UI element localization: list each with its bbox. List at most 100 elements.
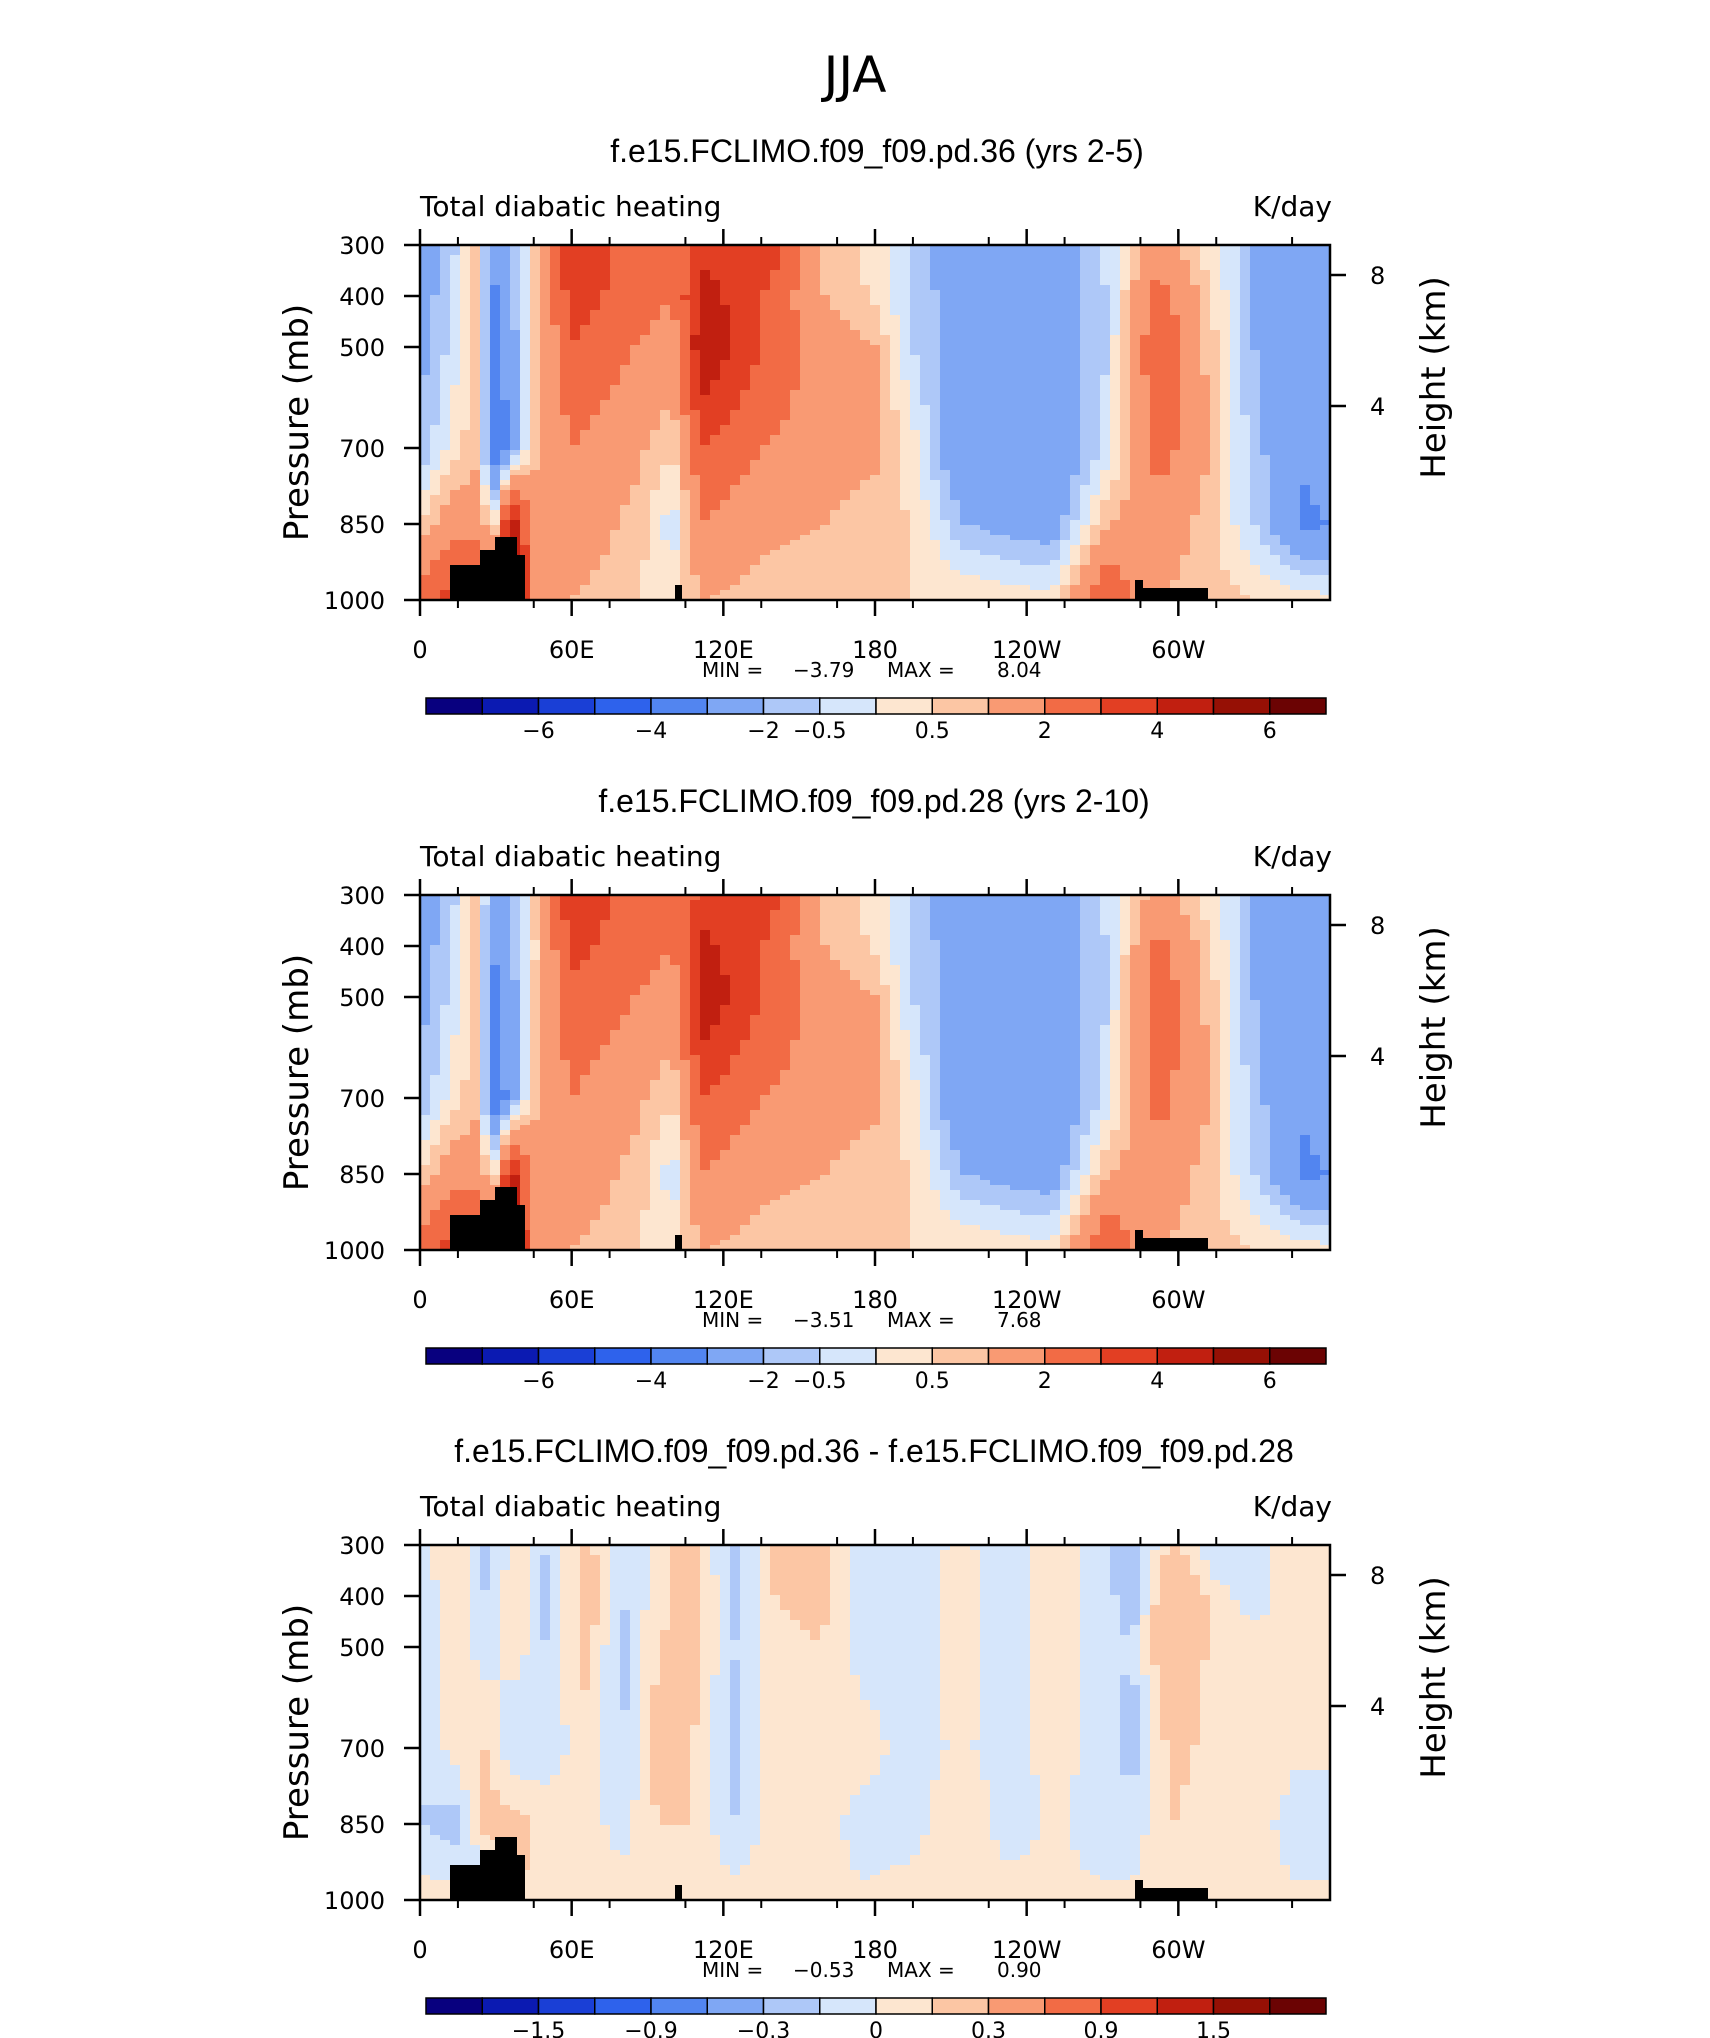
heatmap-cell [460,430,471,436]
heatmap-cell [900,315,911,321]
heatmap-cell [1080,335,1091,341]
heatmap-cell [850,585,861,591]
heatmap-cell [540,350,551,356]
heatmap-cell [860,265,871,271]
heatmap-cell [590,400,601,406]
heatmap-cell [870,505,881,511]
heatmap-cell [430,415,441,421]
heatmap-cell [900,450,911,456]
heatmap-cell [700,470,711,476]
heatmap-cell [500,480,511,486]
heatmap-cell [1060,550,1071,556]
heatmap-cell [760,260,771,266]
heatmap-cell [530,455,541,461]
heatmap-cell [600,280,611,286]
heatmap-cell [730,535,741,541]
heatmap-cell [790,545,801,551]
heatmap-cell [980,555,991,561]
heatmap-cell [910,245,921,251]
heatmap-cell [720,445,731,451]
heatmap-cell [420,330,431,336]
heatmap-cell [720,505,731,511]
heatmap-cell [550,450,561,456]
heatmap-cell [1110,535,1121,541]
heatmap-cell [920,505,931,511]
heatmap-cell [1010,465,1021,471]
heatmap-cell [1020,280,1031,286]
heatmap-cell [1030,360,1041,366]
heatmap-cell [530,460,541,466]
heatmap-cell [810,345,821,351]
heatmap-cell [580,470,591,476]
heatmap-cell [980,270,991,276]
heatmap-cell [920,405,931,411]
heatmap-cell [490,315,501,321]
heatmap-cell [730,525,741,531]
heatmap-cell [980,375,991,381]
heatmap-cell [620,285,631,291]
heatmap-cell [760,315,771,321]
heatmap-cell [720,350,731,356]
heatmap-cell [550,310,561,316]
heatmap-cell [960,285,971,291]
heatmap-cell [740,245,751,251]
heatmap-cell [460,420,471,426]
heatmap-cell [950,565,961,571]
heatmap-cell [940,265,951,271]
heatmap-cell [600,395,611,401]
heatmap-cell [650,345,661,351]
heatmap-cell [730,440,741,446]
heatmap-cell [1020,415,1031,421]
heatmap-cell [760,470,771,476]
heatmap-cell [1100,315,1111,321]
heatmap-cell [1110,580,1121,586]
heatmap-cell [660,275,671,281]
heatmap-cell [580,475,591,481]
heatmap-cell [690,540,701,546]
heatmap-cell [1030,295,1041,301]
heatmap-cell [530,500,541,506]
heatmap-cell [420,395,431,401]
heatmap-cell [820,470,831,476]
heatmap-cell [930,540,941,546]
heatmap-cell [1070,525,1081,531]
heatmap-cell [1090,405,1101,411]
heatmap-cell [800,260,811,266]
heatmap-cell [920,350,931,356]
heatmap-cell [1000,575,1011,581]
heatmap-cell [500,340,511,346]
heatmap-cell [820,380,831,386]
heatmap-cell [750,255,761,261]
heatmap-cell [1120,245,1131,251]
heatmap-cell [510,480,521,486]
heatmap-cell [1030,420,1041,426]
heatmap-cell [950,475,961,481]
heatmap-cell [1100,300,1111,306]
heatmap-cell [510,310,521,316]
heatmap-cell [1060,545,1071,551]
heatmap-cell [720,425,731,431]
heatmap-cell [690,425,701,431]
heatmap-cell [790,485,801,491]
heatmap-cell [970,435,981,441]
heatmap-cell [930,565,941,571]
heatmap-cell [750,545,761,551]
heatmap-cell [970,400,981,406]
heatmap-cell [520,490,531,496]
heatmap-cell [520,575,531,581]
heatmap-cell [850,560,861,566]
heatmap-cell [870,315,881,321]
heatmap-cell [880,385,891,391]
heatmap-cell [1010,500,1021,506]
heatmap-cell [840,430,851,436]
heatmap-cell [600,405,611,411]
heatmap-cell [550,515,561,521]
heatmap-cell [740,560,751,566]
heatmap-cell [790,590,801,596]
heatmap-cell [660,375,671,381]
heatmap-cell [950,555,961,561]
heatmap-cell [930,525,941,531]
heatmap-cell [1010,335,1021,341]
heatmap-cell [560,475,571,481]
heatmap-cell [880,245,891,251]
